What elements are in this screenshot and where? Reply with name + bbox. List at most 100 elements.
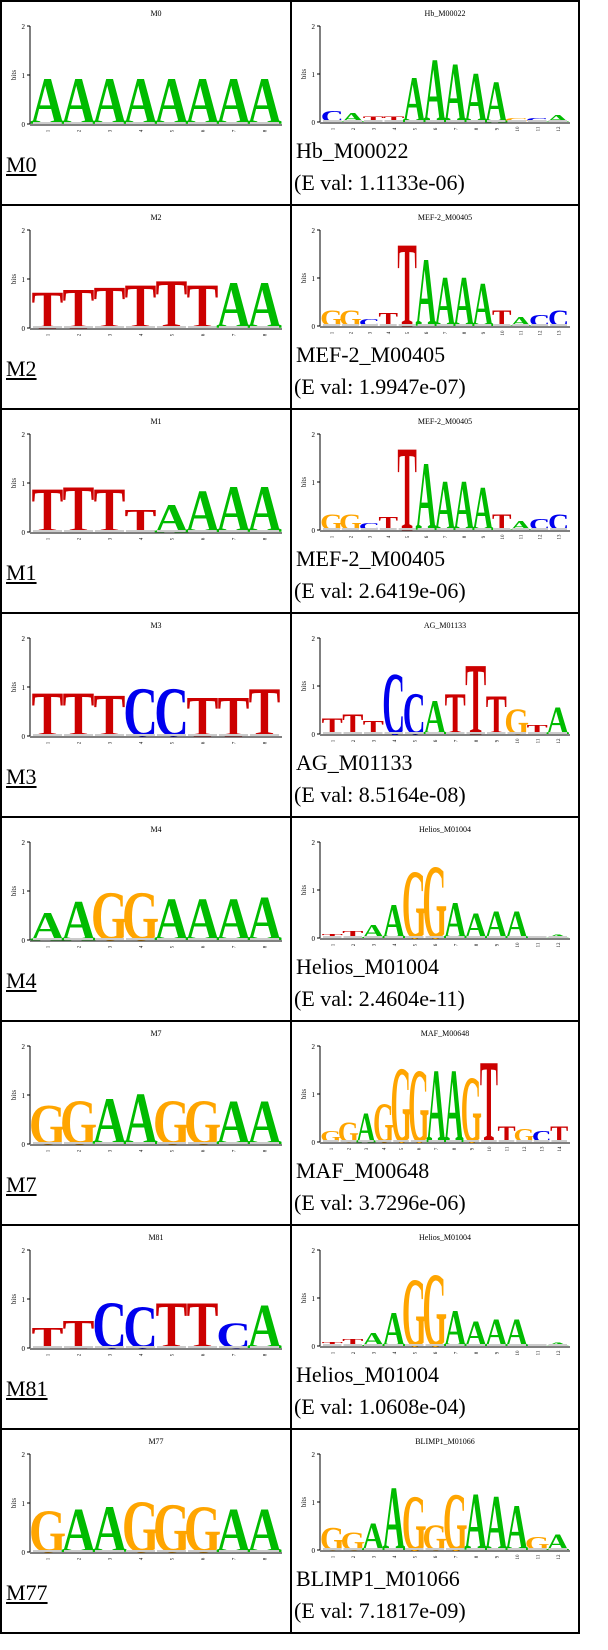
minor-letters [219, 326, 248, 328]
logo-letter: G [153, 1087, 190, 1156]
logo-letter: T [63, 278, 95, 340]
logo-letter: G [422, 1252, 447, 1358]
position-number: 1 [330, 331, 335, 334]
position-number: 5 [171, 1557, 176, 1560]
minor-letters [126, 1346, 155, 1348]
motif-cell: M0 0 1 2 bits A 1 A 2 A 3 A 4 A 5 A 6 A 7 A 8 M0 [0, 0, 292, 206]
logo-letter: G [391, 1046, 412, 1154]
logo-letter: T [480, 1034, 498, 1154]
position-number: 2 [78, 1353, 83, 1356]
minor-letters [384, 120, 403, 122]
logo-letter: C [526, 116, 549, 123]
motif-cell: M3 0 1 2 bits T 1 T 2 T 3 C 4 C 5 T 6 T 7 T 8 M3 [0, 612, 292, 818]
match-cell: MAF_M00648 0 1 2 bits G 1 G 2 A 3 G 4 G 5 G 6 A 7 A 8 G 9 T 10 T 1… [290, 1020, 580, 1226]
match-evalue: (E val: 1.1133e-06) [294, 170, 465, 195]
position-number: 7 [233, 1353, 238, 1356]
y-tick-label: 0 [312, 935, 316, 943]
minor-letters [425, 1344, 444, 1346]
match-cell: AG_M01133 0 1 2 bits T 1 T 2 T 3 C 4 C 5 A 6 T 7 T 8 T 9 G 10 T 11… [290, 612, 580, 818]
minor-letters [474, 324, 492, 326]
y-tick-label: 1 [312, 1295, 316, 1303]
logo-letter: T [342, 929, 364, 940]
position-number: 9 [495, 943, 500, 946]
position-number: 1 [330, 535, 335, 538]
logo-letter: T [363, 115, 385, 124]
minor-letters [417, 528, 435, 530]
logo-letter: A [485, 903, 508, 947]
motif-link[interactable]: M7 [6, 1172, 37, 1197]
motif-link[interactable]: M77 [6, 1580, 48, 1605]
motif-link[interactable]: M81 [6, 1376, 48, 1401]
position-number: 3 [365, 1147, 370, 1150]
y-tick-label: 2 [312, 635, 316, 643]
y-tick-label: 0 [22, 937, 26, 945]
logo-letter: T [94, 681, 126, 748]
y-tick-label: 0 [22, 325, 26, 333]
position-number: 11 [536, 1554, 541, 1559]
position-number: 4 [387, 535, 392, 538]
position-number: 7 [444, 331, 449, 334]
position-number: 1 [47, 741, 52, 744]
minor-letters [384, 1548, 403, 1550]
logo-letter: A [426, 1047, 446, 1154]
position-number: 3 [109, 1557, 114, 1560]
minor-letters [126, 938, 155, 940]
match-evalue: (E val: 1.9947e-07) [294, 374, 466, 399]
minor-letters [466, 1344, 485, 1346]
motif-link[interactable]: M1 [6, 560, 37, 585]
logo-letter: A [216, 1087, 251, 1156]
y-tick-label: 0 [312, 119, 316, 127]
position-number: 4 [140, 1353, 145, 1356]
motif-link[interactable]: M0 [6, 152, 37, 177]
minor-letters [126, 734, 155, 736]
minor-letters [358, 1140, 374, 1142]
position-number: 2 [349, 535, 354, 538]
logo-letter: G [422, 844, 447, 950]
logo-letter: A [216, 268, 251, 340]
position-number: 4 [140, 945, 145, 948]
logo-letter: C [359, 521, 380, 532]
minor-letters [550, 324, 567, 326]
match-name: AG_M01133 [296, 750, 413, 775]
minor-letters [446, 936, 465, 938]
motif-link[interactable]: M2 [6, 356, 37, 381]
motif-link[interactable]: M3 [6, 764, 37, 789]
position-number: 7 [454, 943, 459, 946]
minor-letters [384, 1344, 403, 1346]
position-number: 11 [536, 738, 541, 743]
minor-letters [531, 528, 549, 530]
minor-letters [343, 120, 362, 122]
motif-comparison-table: M0 0 1 2 bits A 1 A 2 A 3 A 4 A 5 A 6 A 7 A 8 M0 Hb_M00022 0 1 2 b… [0, 0, 580, 1634]
position-number: 10 [488, 1146, 493, 1152]
minor-letters [95, 1346, 124, 1348]
minor-letters [466, 1548, 485, 1550]
position-number: 4 [140, 129, 145, 132]
minor-letters [64, 530, 93, 532]
logo-letter: T [322, 932, 343, 939]
position-number: 7 [435, 1147, 440, 1150]
logo-letter: G [402, 850, 427, 950]
position-number: 4 [140, 1557, 145, 1560]
logo-letter: T [322, 1340, 343, 1347]
minor-letters [64, 734, 93, 736]
y-axis-label: bits [300, 477, 308, 487]
logo-letter: G [504, 702, 529, 743]
minor-letters [33, 1142, 62, 1144]
minor-letters [507, 1548, 526, 1550]
minor-letters [487, 1548, 506, 1550]
minor-letters [323, 120, 342, 122]
position-number: 5 [413, 1351, 418, 1354]
position-number: 3 [372, 1351, 377, 1354]
motif-link[interactable]: M4 [6, 968, 37, 993]
position-number: 5 [171, 333, 176, 336]
minor-letters [528, 1548, 547, 1550]
position-number: 3 [368, 535, 373, 538]
position-number: 11 [520, 534, 525, 539]
minor-letters [188, 1142, 217, 1144]
logo-letter: A [505, 1491, 528, 1562]
y-tick-label: 0 [312, 1139, 316, 1147]
minor-letters [343, 1344, 362, 1346]
